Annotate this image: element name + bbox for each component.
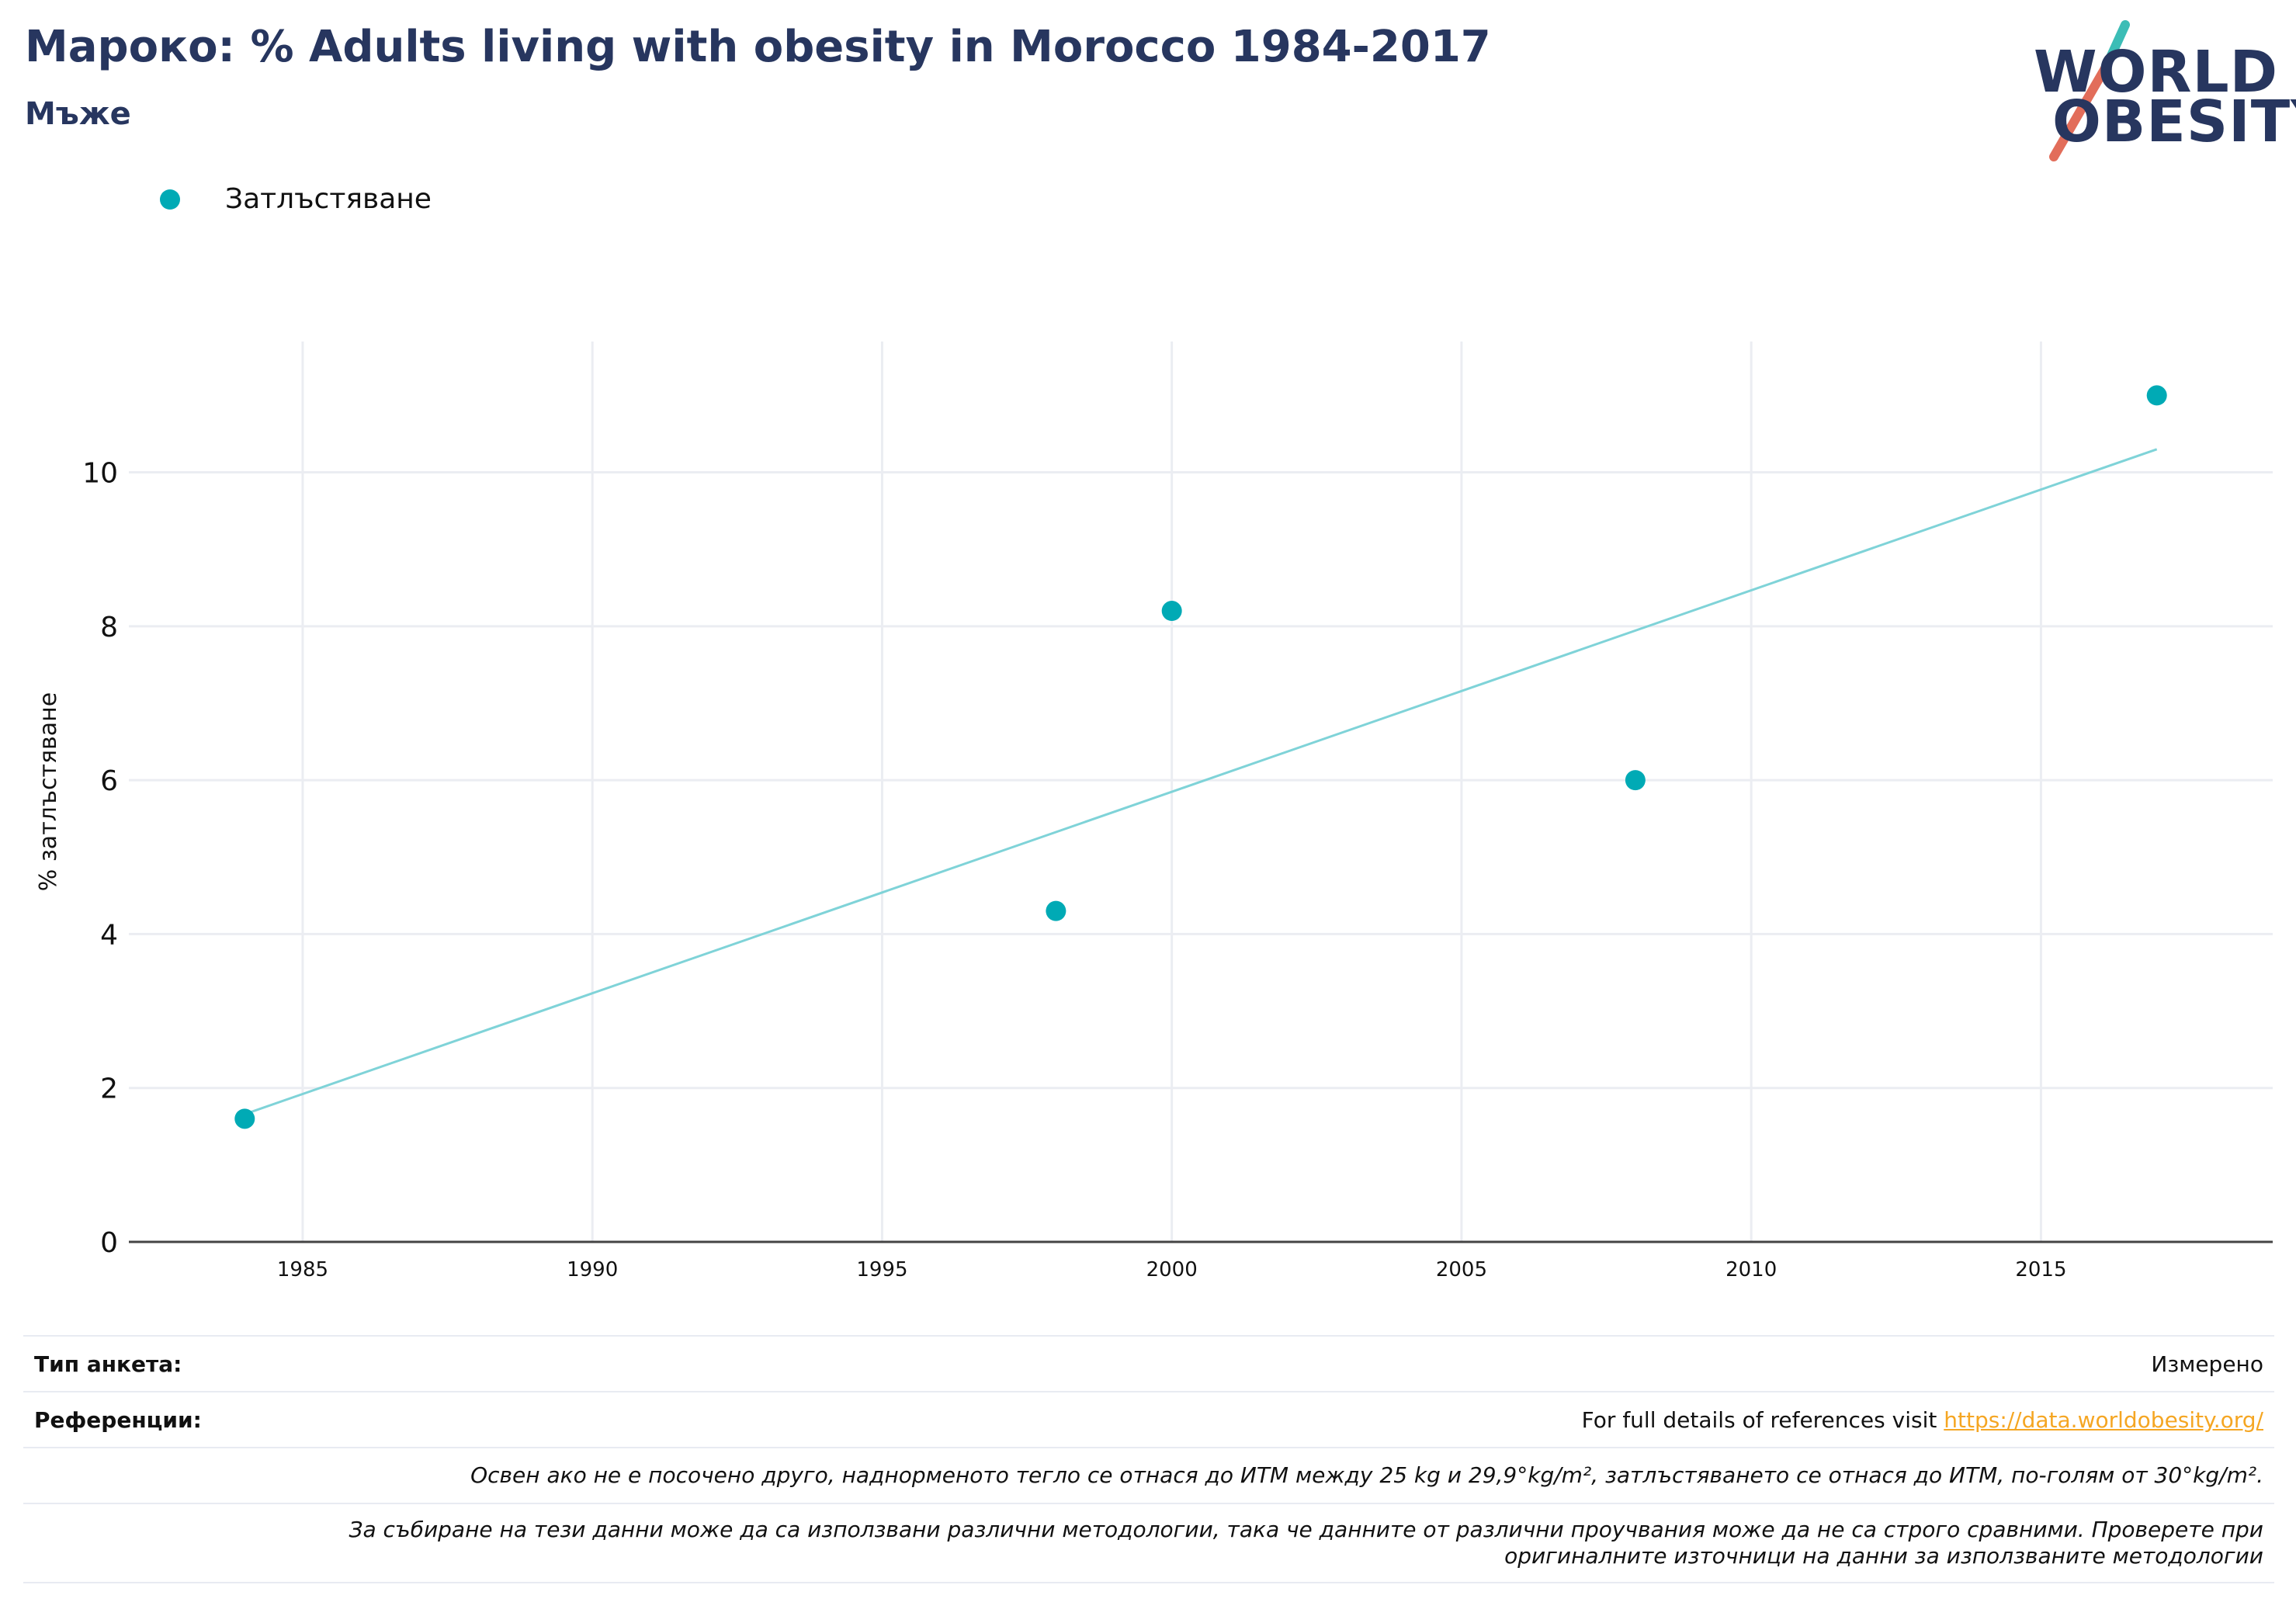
x-tick-label: 1985 [277, 1258, 328, 1281]
trend-line [244, 448, 2158, 1115]
legend-label: Затлъстяване [225, 183, 432, 215]
definition-note-row: Освен ако не е посочено друго, наднормен… [23, 1447, 2274, 1503]
x-tick-label: 1990 [567, 1258, 618, 1281]
logo-word-world: WORLD [2034, 39, 2279, 106]
y-tick-label: 6 [100, 765, 118, 797]
methodology-note-line1: За събиране на тези данни може да са изп… [349, 1517, 2264, 1543]
definition-note: Освен ако не е посочено друго, наднормен… [470, 1462, 2263, 1489]
references-link[interactable]: https://data.worldobesity.org/ [1944, 1406, 2263, 1433]
y-tick-label: 4 [100, 919, 118, 951]
data-point [2146, 385, 2167, 406]
methodology-note-row: За събиране на тези данни може да са изп… [23, 1503, 2274, 1583]
legend-marker [160, 189, 180, 210]
y-tick-label: 10 [82, 458, 118, 490]
x-tick-label: 2005 [1436, 1258, 1487, 1281]
y-axis-title: % затлъстяване [35, 692, 62, 891]
references-value: For full details of references visit htt… [1582, 1407, 2263, 1433]
data-point [1625, 770, 1646, 791]
chart-footer: Тип анкета: Измерено Референции: For ful… [23, 1335, 2274, 1583]
references-row: Референции: For full details of referenc… [23, 1391, 2274, 1447]
x-tick-label: 2010 [1725, 1258, 1777, 1281]
obesity-scatter-chart: 1985 1990 1995 2000 2005 2010 2015 0 2 4 6 8 10 % зат… [35, 342, 2273, 1281]
x-tick-label: 2000 [1146, 1258, 1198, 1281]
page-subtitle: Мъже [25, 96, 131, 132]
chart-legend: Затлъстяване [160, 183, 432, 215]
methodology-note: За събиране на тези данни може да са изп… [34, 1517, 2264, 1569]
x-tick-label: 1995 [856, 1258, 907, 1281]
y-tick-label: 0 [100, 1227, 118, 1259]
data-point [1046, 900, 1066, 921]
page-title: Мароко: % Adults living with obesity in … [25, 22, 1491, 72]
logo-slash-icon [2049, 20, 2130, 161]
x-tick-label: 2015 [2015, 1258, 2066, 1281]
references-text: For full details of references visit [1581, 1406, 1944, 1433]
methodology-note-line2: оригиналните източници на данни за изпол… [1504, 1543, 2263, 1569]
logo-word-obesity: OBESITY [2052, 88, 2296, 155]
world-obesity-logo: WORLD OBESITY [2018, 20, 2296, 168]
y-tick-label: 2 [100, 1073, 118, 1105]
y-tick-label: 8 [100, 612, 118, 643]
survey-type-row: Тип анкета: Измерено [23, 1335, 2274, 1391]
data-point [1161, 601, 1182, 622]
survey-type-label: Тип анкета: [34, 1351, 182, 1377]
references-label: Референции: [34, 1406, 202, 1433]
data-point [234, 1108, 255, 1129]
survey-type-value: Измерено [2151, 1351, 2263, 1377]
